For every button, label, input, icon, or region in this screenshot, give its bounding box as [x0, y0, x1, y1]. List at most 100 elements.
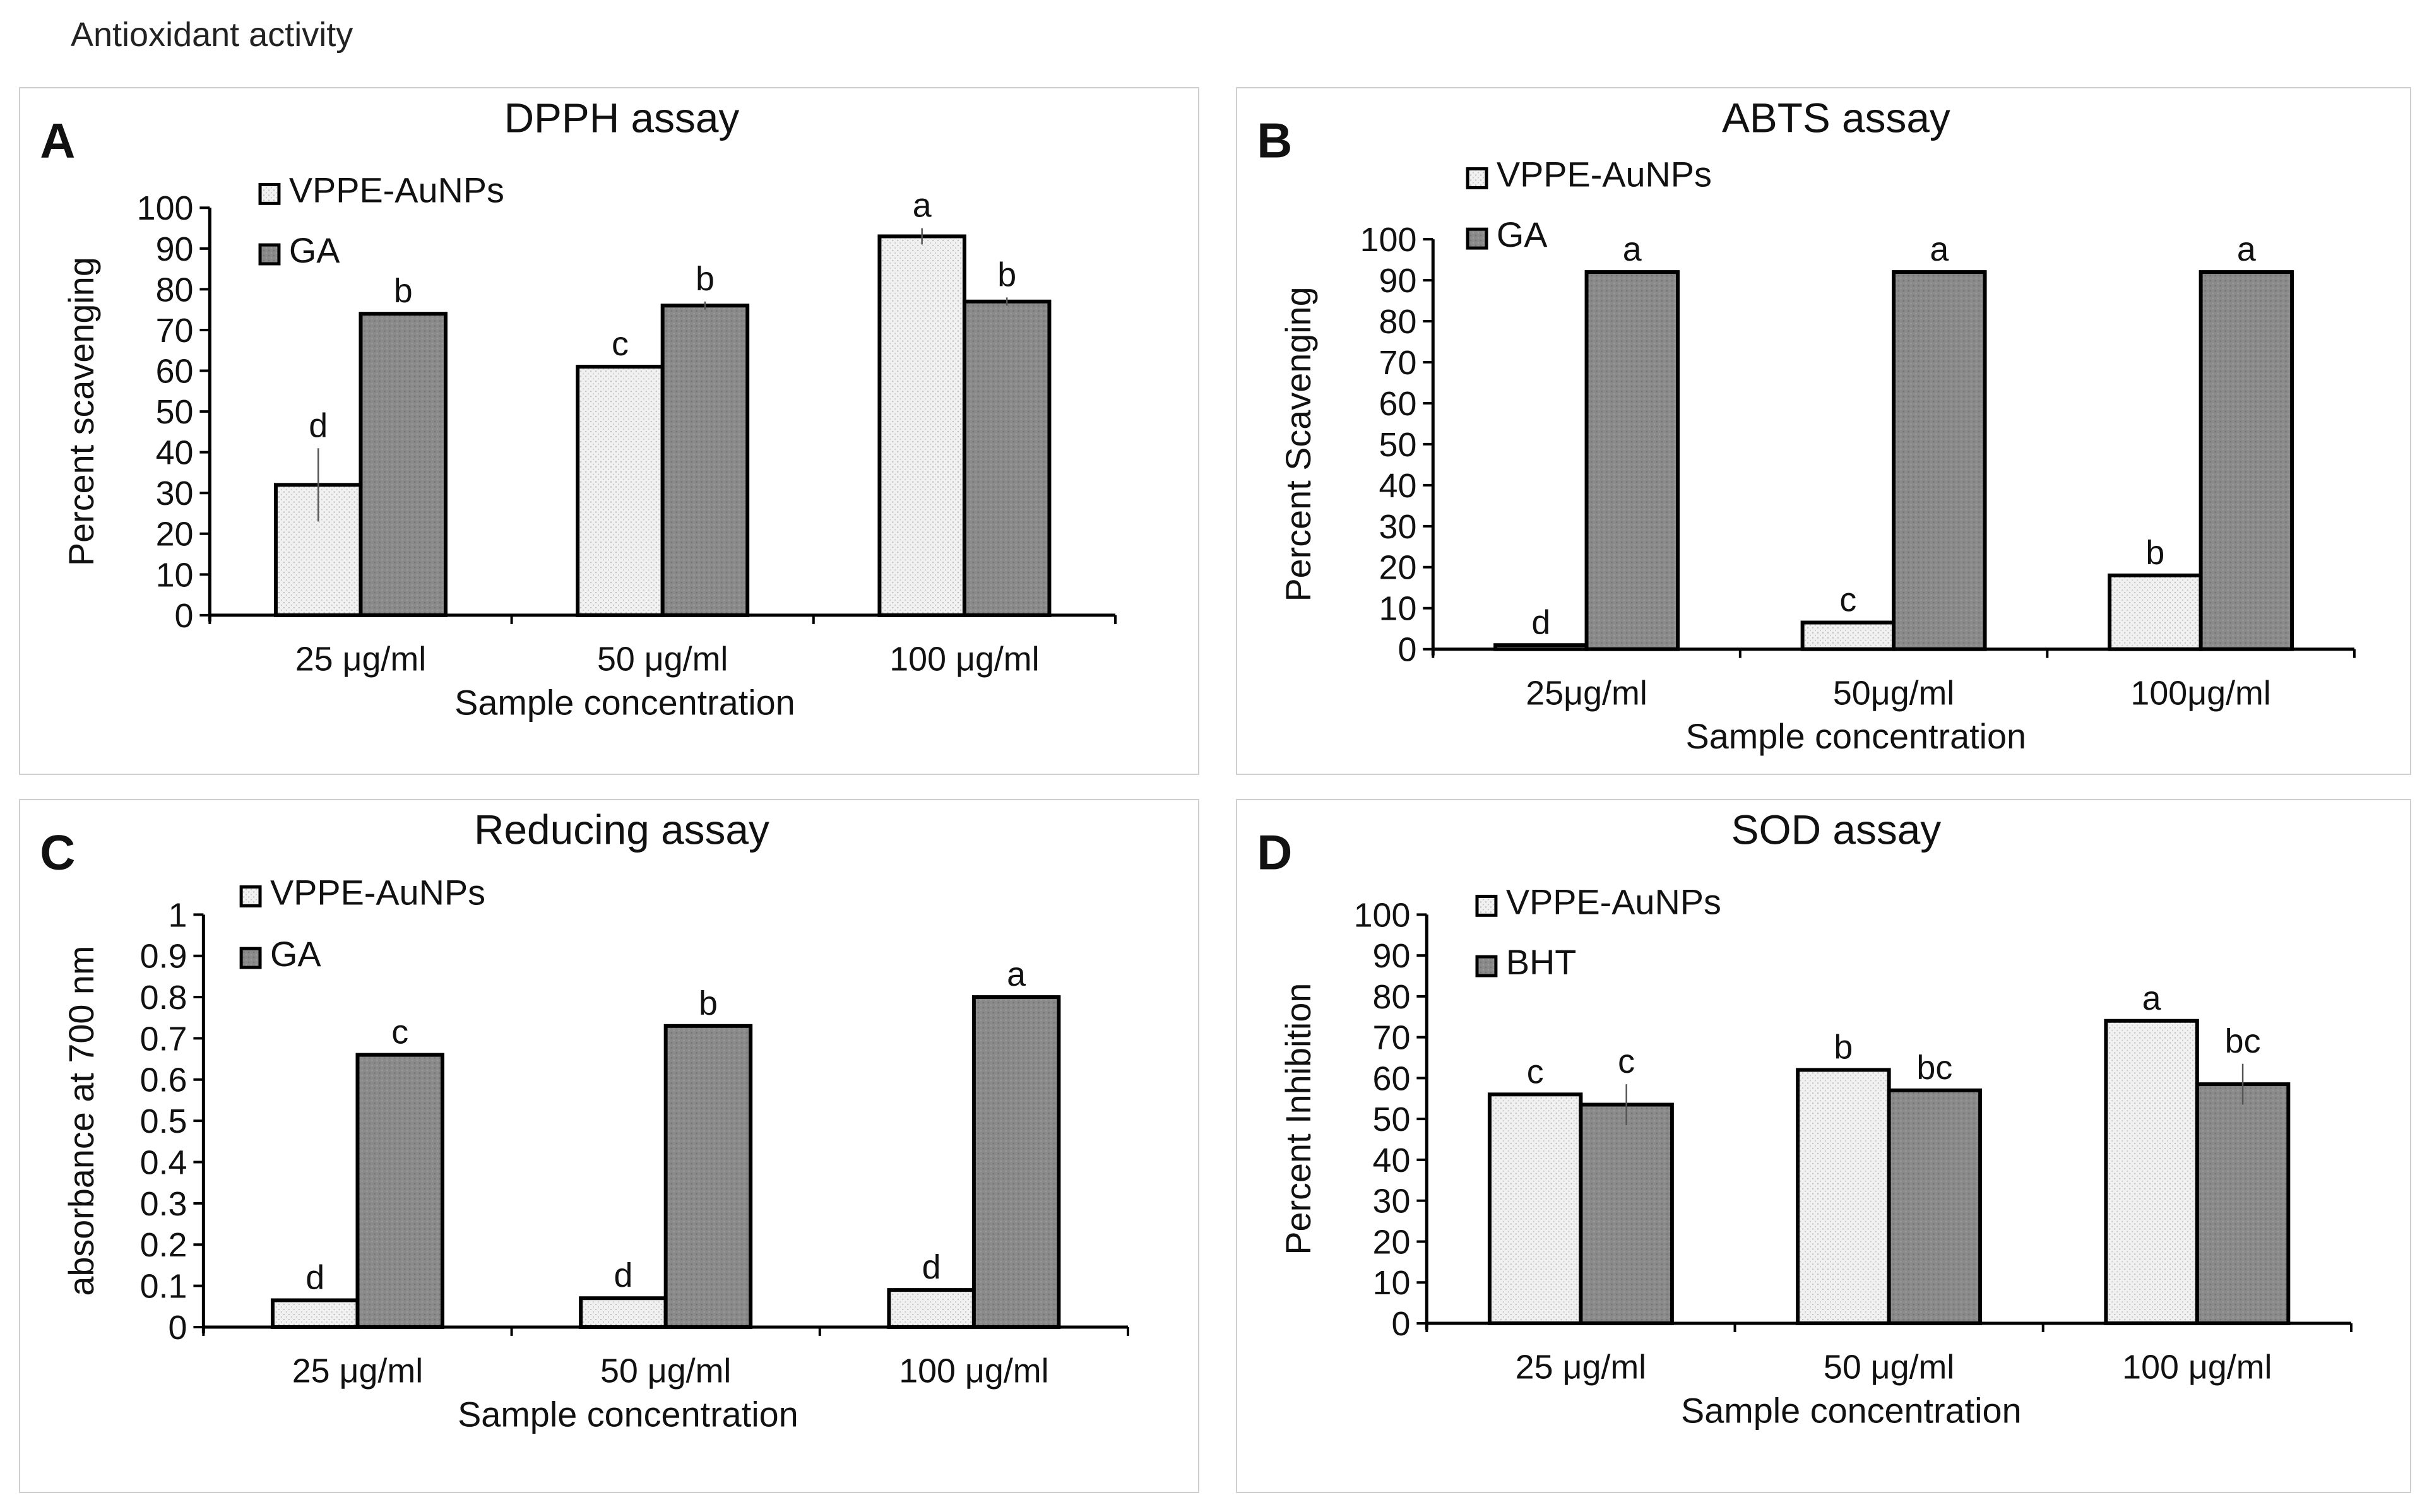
bar-b-vppe-1 [1493, 643, 1589, 651]
y-tick-label-a: 50 [156, 393, 194, 431]
significance-label-c: b [699, 984, 718, 1022]
y-tick-label-c: 0.8 [140, 979, 187, 1017]
x-tick-label-c-2: 50 μg/ml [600, 1352, 731, 1390]
y-tick-label-c: 0.6 [140, 1061, 187, 1099]
x-tick-label-c-3: 100 μg/ml [899, 1352, 1048, 1390]
y-tick-label-d: 80 [1373, 978, 1411, 1016]
y-tick-label-a: 80 [156, 271, 194, 309]
x-axis-label-c: Sample concentration [458, 1394, 798, 1434]
y-tick-label-d: 20 [1373, 1223, 1411, 1261]
y-axis-label-d: Percent Inhibition [1278, 983, 1318, 1255]
legend-label-b-1: VPPE-AuNPs [1497, 154, 1712, 194]
bar-c-standard-2 [663, 1024, 753, 1329]
legend-swatch-d-1 [1475, 894, 1498, 917]
legend-swatch-c-1 [239, 885, 262, 907]
y-tick-label-d: 0 [1391, 1305, 1410, 1343]
y-tick-label-c: 0.7 [140, 1020, 187, 1058]
legend-label-c-1: VPPE-AuNPs [270, 872, 485, 912]
y-tick-label-c: 0 [169, 1309, 187, 1347]
panel-letter-b: B [1257, 114, 1292, 168]
y-tick-label-d: 10 [1373, 1264, 1411, 1302]
y-tick-label-a: 70 [156, 312, 194, 350]
legend-swatch-a-2 [258, 243, 281, 266]
significance-label-d: b [1834, 1029, 1853, 1066]
y-tick-label-d: 100 [1354, 896, 1411, 934]
y-tick-label-d: 40 [1373, 1142, 1411, 1179]
panel-c-reducing-chart: C Reducing assay 0 0.1 0.2 0.3 0.4 0.5 0.6 0.7 0.8… [19, 799, 1199, 1493]
y-tick-label-a: 0 [175, 597, 194, 635]
y-tick-label-d: 70 [1373, 1019, 1411, 1057]
significance-label-d: bc [2225, 1022, 2261, 1060]
significance-label-a: b [394, 272, 413, 310]
significance-label-a: d [309, 406, 328, 444]
y-tick-label-d: 90 [1373, 937, 1411, 975]
y-tick-label-d: 50 [1373, 1101, 1411, 1138]
bar-a-standard-3 [962, 299, 1052, 617]
y-tick-label-b: 60 [1379, 385, 1417, 423]
significance-label-b: b [2145, 534, 2164, 572]
chart-title-c: Reducing assay [474, 806, 769, 853]
bar-c-vppe-2 [579, 1296, 668, 1329]
significance-label-a: c [612, 325, 629, 363]
significance-label-d: c [1618, 1042, 1635, 1080]
bar-a-vppe-3 [877, 234, 966, 617]
significance-label-b: c [1839, 581, 1856, 619]
panel-letter-c: C [40, 826, 75, 880]
y-axis-label-c: absorbance at 700 nm [61, 946, 101, 1296]
y-tick-label-d: 30 [1373, 1183, 1411, 1220]
y-tick-label-b: 20 [1379, 549, 1417, 587]
legend-swatch-a-1 [258, 182, 281, 205]
bar-c-vppe-1 [270, 1298, 360, 1329]
significance-label-d: bc [1916, 1049, 1952, 1087]
y-tick-label-c: 0.2 [140, 1226, 187, 1264]
x-tick-label-b-2: 50μg/ml [1833, 674, 1954, 712]
bar-b-vppe-2 [1800, 620, 1896, 651]
y-tick-label-b: 80 [1379, 303, 1417, 341]
bar-b-vppe-3 [2108, 573, 2203, 651]
significance-label-d: a [2142, 979, 2161, 1017]
y-tick-label-c: 0.9 [140, 938, 187, 976]
y-tick-label-c: 0.4 [140, 1143, 187, 1181]
bar-d-standard-2 [1887, 1088, 1983, 1325]
y-tick-label-a: 100 [137, 189, 194, 227]
y-tick-label-b: 50 [1379, 426, 1417, 464]
significance-label-c: a [1007, 955, 1026, 993]
x-tick-label-d-2: 50 μg/ml [1824, 1349, 1954, 1386]
chart-title-d: SOD assay [1731, 806, 1942, 853]
panel-letter-a: A [40, 114, 75, 168]
y-tick-label-b: 100 [1360, 221, 1417, 259]
figure-title: Antioxidant activity [71, 16, 353, 54]
panel-letter-d: D [1257, 826, 1292, 880]
y-tick-label-a: 10 [156, 556, 194, 594]
x-tick-label-d-3: 100 μg/ml [2122, 1349, 2272, 1386]
legend-swatch-b-2 [1466, 227, 1488, 250]
legend-label-d-1: VPPE-AuNPs [1506, 882, 1721, 921]
x-tick-label-b-3: 100μg/ml [2130, 674, 2270, 712]
reducing-chart-svg: C Reducing assay 00.1 0.20.3 0.40.50.60.70.8… [40, 806, 1129, 1434]
x-tick-label-c-1: 25 μg/ml [292, 1352, 423, 1390]
legend-label-a-2: GA [289, 230, 340, 270]
legend-label-b-2: GA [1497, 215, 1548, 254]
y-tick-label-b: 40 [1379, 467, 1417, 505]
y-tick-label-a: 60 [156, 352, 194, 390]
y-tick-label-a: 20 [156, 516, 194, 553]
y-tick-label-a: 90 [156, 230, 194, 268]
significance-label-c: d [922, 1248, 941, 1286]
y-tick-label-c: 0.5 [140, 1102, 187, 1140]
bar-b-standard-2 [1892, 270, 1987, 651]
significance-label-a: b [997, 256, 1016, 293]
legend-swatch-b-1 [1466, 167, 1488, 189]
bar-d-standard-3 [2195, 1082, 2291, 1325]
y-tick-label-d: 60 [1373, 1060, 1411, 1097]
y-tick-label-a: 40 [156, 434, 194, 472]
x-axis-label-b: Sample concentration [1686, 716, 2027, 756]
significance-label-c: c [391, 1013, 408, 1051]
legend-swatch-d-2 [1475, 955, 1498, 977]
y-tick-label-a: 30 [156, 475, 194, 512]
bar-a-standard-2 [660, 304, 750, 617]
y-tick-label-b: 70 [1379, 344, 1417, 382]
significance-label-b: a [2237, 230, 2256, 268]
